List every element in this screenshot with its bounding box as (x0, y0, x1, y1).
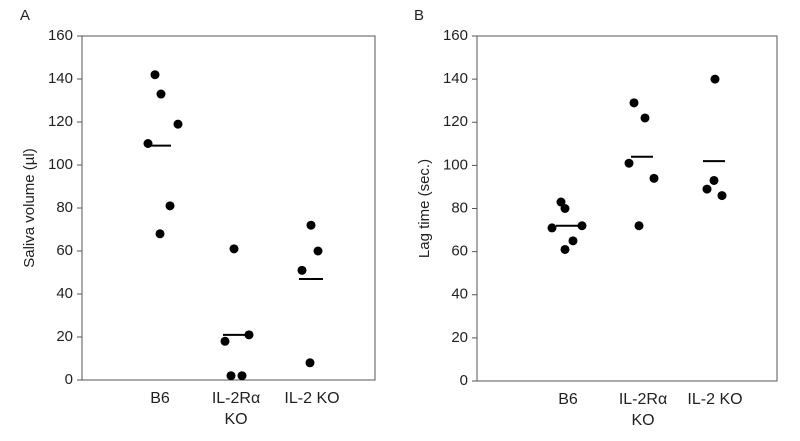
y-tick-label: 40 (56, 285, 73, 302)
data-point (297, 265, 307, 275)
data-point (313, 246, 323, 256)
plot-frame (476, 35, 778, 382)
y-tick-label: 20 (451, 329, 468, 346)
y-tick-label: 40 (451, 286, 468, 303)
y-tick-label: 160 (443, 27, 468, 44)
data-point (173, 119, 183, 129)
data-point (156, 89, 166, 99)
data-point (556, 197, 566, 207)
data-point (237, 371, 247, 381)
data-point (702, 184, 712, 194)
data-point (709, 175, 719, 185)
y-tick-label: 20 (56, 328, 73, 345)
y-axis-label: Saliva volume (µl) (21, 148, 38, 268)
x-tick-label: IL-2 KO (284, 390, 340, 407)
y-tick-label: 80 (451, 199, 468, 216)
panel-label: B (414, 7, 424, 24)
data-point (640, 113, 650, 123)
data-point (155, 229, 165, 239)
data-point (306, 220, 316, 230)
y-axis-label: Lag time (sec.) (416, 159, 433, 258)
data-point (229, 244, 239, 254)
data-point (629, 98, 639, 108)
data-point (560, 244, 570, 254)
y-tick-label: 80 (56, 199, 73, 216)
data-point (305, 358, 315, 368)
data-point (560, 204, 570, 213)
x-tick-label: IL-2Rα KO (211, 390, 261, 428)
data-point (220, 336, 230, 346)
y-tick-label: 140 (48, 70, 73, 87)
y-tick-label: 60 (56, 242, 73, 259)
y-tick-label: 140 (443, 70, 468, 87)
y-tick-label: 120 (48, 113, 73, 130)
y-tick-label: 120 (443, 113, 468, 130)
panel-label: A (20, 7, 30, 24)
data-point (649, 173, 659, 183)
data-point (577, 221, 587, 231)
data-point (150, 70, 160, 80)
x-tick-label: B6 (150, 390, 170, 407)
data-point (547, 223, 557, 233)
y-tick-label: 0 (65, 371, 73, 388)
y-tick-label: 0 (460, 372, 468, 389)
x-tick-label: B6 (558, 391, 578, 408)
y-tick-label: 160 (48, 27, 73, 44)
y-tick-label: 100 (48, 156, 73, 173)
plot-frame (81, 35, 376, 381)
x-tick-label: IL-2Rα KO (618, 391, 668, 429)
data-point (244, 330, 254, 340)
data-point (568, 236, 578, 246)
data-point (710, 74, 720, 84)
data-point (226, 371, 236, 381)
y-tick-label: 60 (451, 243, 468, 260)
data-point (165, 201, 175, 211)
data-point (634, 221, 644, 231)
data-point (624, 158, 634, 168)
x-tick-label: IL-2 KO (687, 391, 743, 408)
data-point (717, 191, 727, 201)
y-tick-label: 100 (443, 156, 468, 173)
